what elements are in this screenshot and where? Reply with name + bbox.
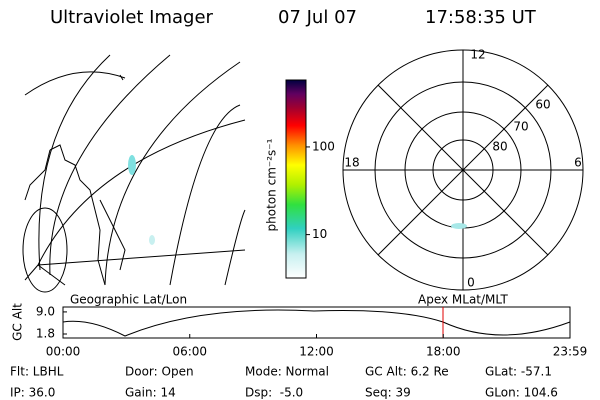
altitude-curve [62, 309, 571, 337]
time: 17:58:35 UT [425, 7, 537, 28]
altitude-right-label: Apex MLat/MLT [418, 293, 508, 307]
x-tick-label: 00:00 [46, 345, 81, 359]
x-tick-label: 06:00 [172, 345, 207, 359]
altitude-axis: 1.8 9.0 00:00 06:00 12:00 18:00 23:59 [36, 304, 587, 358]
footer: Flt: LBHL Door: Open Mode: Normal GC Alt: 6… [10, 365, 558, 400]
mlt-label: 12 [470, 48, 485, 62]
lat-label: 60 [535, 98, 550, 112]
x-tick-label: 23:59 [553, 345, 588, 359]
info-field: Gain: 14 [125, 386, 176, 400]
info-field: Dsp: -5.0 [245, 386, 303, 400]
geo-map [22, 54, 246, 293]
altitude-frame [62, 306, 571, 339]
x-tick-label: 18:00 [426, 345, 461, 359]
altitude-left-label: Geographic Lat/Lon [70, 293, 187, 307]
colorbar-tick-label: 10 [312, 227, 327, 241]
colorbar-label: photon cm⁻²s⁻¹ [265, 138, 279, 231]
info-field: Mode: Normal [245, 365, 329, 379]
mlt-label: 0 [467, 276, 475, 290]
info-field: Seq: 39 [365, 386, 411, 400]
mlt-label: 6 [574, 156, 582, 170]
x-tick-label: 12:00 [299, 345, 334, 359]
mlt-label: 18 [344, 156, 359, 170]
lat-label: 80 [492, 140, 507, 154]
lat-label: 70 [513, 120, 528, 134]
info-field: GLat: -57.1 [485, 365, 552, 379]
info-field: GC Alt: 6.2 Re [365, 365, 449, 379]
altitude-ylabel: GC Alt [11, 303, 25, 341]
colorbar-ticks: 10 100 [306, 139, 335, 241]
y-tick-label: 1.8 [36, 327, 55, 341]
title: Ultraviolet Imager [50, 7, 214, 28]
info-field: Flt: LBHL [10, 365, 64, 379]
y-tick-label: 9.0 [36, 304, 55, 318]
info-field: GLon: 104.6 [485, 386, 558, 400]
colorbar [285, 79, 307, 279]
info-field: IP: 36.0 [10, 386, 55, 400]
polar-plot [342, 49, 584, 291]
date: 07 Jul 07 [278, 7, 357, 28]
colorbar-tick-label: 100 [312, 139, 335, 153]
info-field: Door: Open [125, 365, 194, 379]
